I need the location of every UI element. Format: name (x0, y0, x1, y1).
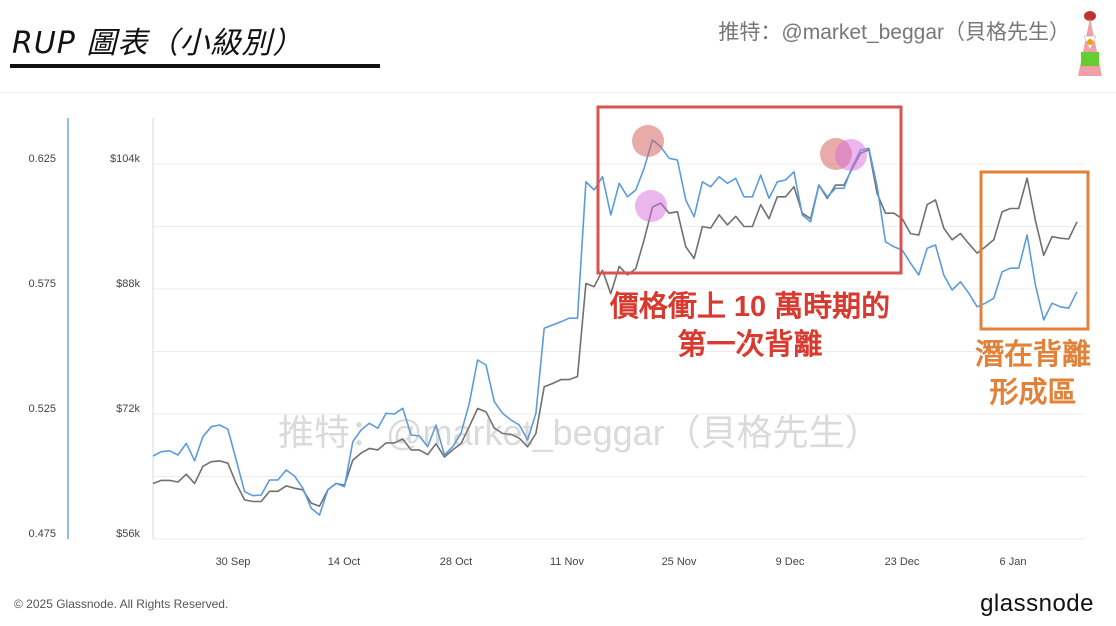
avatar-patrick-star-icon (1078, 11, 1102, 76)
x-axis-tick-label: 23 Dec (885, 556, 920, 568)
header-divider (0, 92, 1116, 93)
right-axis-tick-label: $104k (110, 153, 140, 165)
twitter-handle: 推特：@market_beggar（貝格先生） (718, 21, 1070, 44)
glassnode-logo: glassnode (980, 590, 1094, 617)
red-annotation-line-1: 價格衝上 10 萬時期的 (609, 291, 891, 323)
right-axis-tick-label: $56k (116, 528, 140, 540)
orange-annotation-label: 潛在背離 形成區 (958, 336, 1108, 412)
rup-peak-marker (635, 190, 667, 222)
rup-peak-marker (835, 139, 867, 171)
orange-annotation-line-2: 形成區 (989, 377, 1077, 409)
page-title: RUP 圖表（小級別） (12, 26, 304, 61)
x-axis-tick-label: 11 Nov (550, 556, 585, 568)
red-annotation-label: 價格衝上 10 萬時期的 第一次背離 (560, 288, 940, 364)
x-axis-tick-label: 25 Nov (662, 556, 697, 568)
left-axis-tick-label: 0.625 (28, 153, 56, 165)
left-axis-tick-label: 0.475 (28, 528, 56, 540)
divergence-box-red (596, 105, 903, 275)
x-axis-tick-label: 28 Oct (440, 556, 472, 568)
potential-divergence-box-orange (979, 170, 1090, 331)
x-axis-tick-label: 6 Jan (1000, 556, 1027, 568)
x-axis-tick-label: 30 Sep (216, 556, 251, 568)
orange-annotation-line-1: 潛在背離 (974, 339, 1091, 371)
right-axis-tick-label: $72k (116, 403, 140, 415)
left-axis-tick-label: 0.575 (28, 278, 56, 290)
red-annotation-line-2: 第一次背離 (677, 329, 823, 361)
title-underline (10, 64, 380, 68)
watermark: 推特：@market_beggar（貝格先生） (278, 412, 881, 453)
x-axis-tick-label: 14 Oct (328, 556, 360, 568)
x-axis-tick-label: 9 Dec (776, 556, 805, 568)
copyright: © 2025 Glassnode. All Rights Reserved. (14, 597, 229, 611)
left-axis-tick-label: 0.525 (28, 403, 56, 415)
rup-series-line (152, 139, 1078, 516)
price-peak-marker (632, 125, 664, 157)
right-axis-tick-label: $88k (116, 278, 140, 290)
